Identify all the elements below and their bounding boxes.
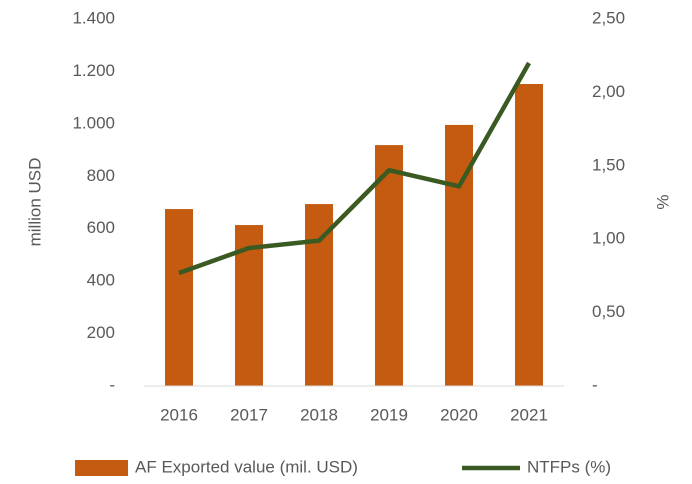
y2-tick-label: 1,00: [592, 229, 625, 248]
x-tick-label: 2020: [440, 405, 478, 424]
bar: [445, 124, 473, 387]
y2-tick-label: 1,50: [592, 155, 625, 174]
x-tick-label: 2017: [230, 405, 268, 424]
legend-swatch: [75, 460, 128, 476]
y-tick-label: -: [109, 375, 115, 394]
y-tick-label: 200: [87, 323, 115, 342]
x-tick-label: 2018: [300, 405, 338, 424]
y2-tick-label: 2,50: [592, 8, 625, 27]
x-tick-label: 2019: [370, 405, 408, 424]
y-tick-label: 400: [87, 271, 115, 290]
y2-tick-label: -: [592, 375, 598, 394]
y2-axis-label: %: [653, 194, 672, 209]
bar: [165, 209, 193, 386]
y2-tick-label: 2,00: [592, 82, 625, 101]
y-tick-label: 800: [87, 166, 115, 185]
y-tick-label: 600: [87, 218, 115, 237]
legend-label: AF Exported value (mil. USD): [135, 457, 358, 476]
y2-tick-label: 0,50: [592, 302, 625, 321]
y-tick-label: 1.200: [72, 61, 115, 80]
x-tick-label: 2016: [160, 405, 198, 424]
x-tick-label: 2021: [510, 405, 548, 424]
legend-label: NTFPs (%): [527, 457, 611, 476]
y-tick-label: 1.000: [72, 113, 115, 132]
y-tick-label: 1.400: [72, 8, 115, 27]
line-series: [178, 61, 531, 276]
bar: [515, 84, 543, 387]
y-axis-label: million USD: [25, 158, 44, 247]
bar: [375, 145, 403, 386]
